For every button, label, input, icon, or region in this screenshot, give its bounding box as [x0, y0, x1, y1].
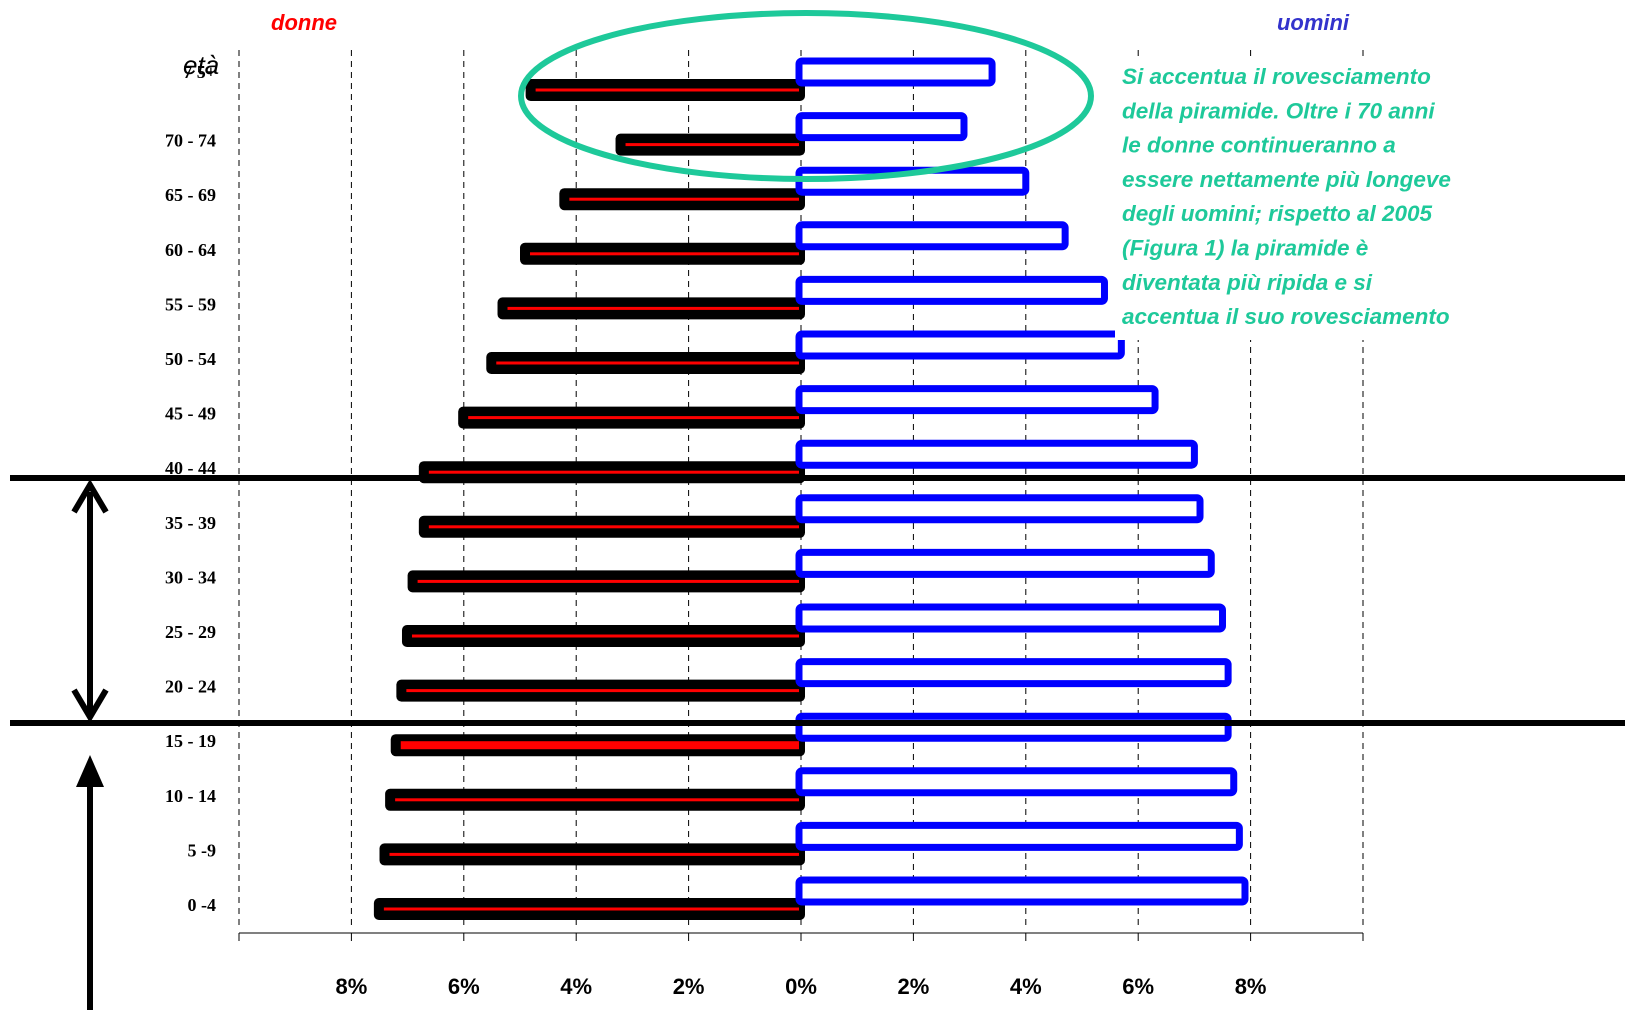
age-group-label: 10 - 14 — [165, 786, 216, 806]
age-group-label: 35 - 39 — [165, 513, 216, 533]
bar-donne-inner — [428, 525, 799, 529]
age-group-labels: 0 -4 5 -9 10 - 14 15 - 19 20 - 24 25 - 29 30 -… — [165, 62, 216, 915]
annotation-line: diventata più ripida e si — [1122, 270, 1373, 295]
bar-donne-inner — [417, 579, 799, 583]
bar-donne-inner — [428, 470, 799, 474]
bar-donne-inner — [468, 416, 799, 420]
bar-uomini-inner — [807, 398, 1148, 402]
annotation-line: (Figura 1) la piramide è — [1122, 236, 1368, 261]
bar-uomini-inner — [807, 616, 1215, 620]
bar-donne-inner — [395, 798, 799, 802]
annotation-background — [1115, 58, 1575, 340]
annotation-line: le donne continueranno a — [1122, 133, 1396, 158]
bar-uomini-inner — [807, 780, 1226, 784]
bar-uomini-inner — [807, 507, 1193, 511]
age-group-label: 65 - 69 — [165, 185, 216, 205]
annotation-line: degli uomini; rispetto al 2005 — [1122, 201, 1433, 226]
bars — [373, 57, 1249, 920]
x-axis — [238, 932, 1364, 941]
bar-uomini-inner — [807, 561, 1204, 565]
x-tick-label: 8% — [1235, 974, 1267, 999]
bar-uomini-inner — [807, 834, 1232, 838]
bar-uomini-inner — [807, 70, 985, 74]
right-series-label: uomini — [1277, 10, 1350, 35]
left-series-label: donne — [271, 10, 337, 35]
age-group-label: 30 - 34 — [165, 567, 216, 587]
x-tick-label: 8% — [336, 974, 368, 999]
bar-uomini-inner — [807, 452, 1187, 456]
age-group-label: 60 - 64 — [165, 240, 216, 260]
bar-donne-inner — [406, 689, 799, 693]
x-tick-label: 4% — [1010, 974, 1042, 999]
annotation-text: Si accentua il rovesciamento della pirami… — [1122, 64, 1451, 329]
up-arrow — [76, 755, 104, 1010]
age-group-label: 40 - 44 — [165, 458, 216, 478]
bar-uomini-inner — [807, 234, 1058, 238]
x-tick-label: 6% — [1122, 974, 1154, 999]
bar-donne-inner — [496, 361, 799, 365]
bar-uomini-inner — [807, 671, 1221, 675]
age-group-label: 50 - 54 — [165, 349, 216, 369]
bar-donne-inner — [411, 634, 799, 638]
x-tick-label: 4% — [560, 974, 592, 999]
x-tick-label: 2% — [673, 974, 705, 999]
age-axis-header: età — [183, 50, 219, 80]
age-group-label: 7 5+ — [183, 62, 216, 82]
age-group-label: 70 - 74 — [165, 131, 216, 151]
annotation-line: accentua il suo rovesciamento — [1122, 304, 1450, 329]
bar-donne-inner — [569, 197, 799, 201]
bar-uomini-inner — [807, 288, 1097, 292]
bar-uomini-inner — [807, 343, 1114, 347]
x-tick-label: 2% — [898, 974, 930, 999]
bar-uomini-inner — [807, 889, 1237, 893]
bar-uomini-inner — [807, 725, 1221, 729]
x-tick-label: 6% — [448, 974, 480, 999]
annotation-line: essere nettamente più longeve — [1122, 167, 1451, 192]
bar-donne-inner — [400, 741, 799, 750]
bar-donne-inner — [625, 143, 799, 147]
x-tick-label: 0% — [785, 974, 817, 999]
bar-donne-inner — [530, 252, 799, 256]
annotation-line: della piramide. Oltre i 70 anni — [1122, 98, 1435, 123]
bar-donne-inner — [535, 88, 799, 92]
bar-uomini-inner — [807, 125, 956, 129]
age-group-label: 5 -9 — [188, 840, 217, 860]
age-group-label: 25 - 29 — [165, 622, 216, 642]
x-tick-labels: 8% 6% 4% 2% 0% 2% 4% 6% 8% — [336, 974, 1267, 999]
highlight-ellipse — [518, 10, 1094, 182]
age-group-label: 55 - 59 — [165, 294, 216, 314]
bar-uomini-inner — [807, 179, 1018, 183]
age-group-label: 20 - 24 — [165, 677, 216, 697]
bar-donne-inner — [383, 907, 799, 911]
bar-donne-inner — [389, 852, 799, 856]
annotation-line: Si accentua il rovesciamento — [1122, 64, 1431, 89]
double-arrow — [71, 479, 109, 723]
age-group-label: 15 - 19 — [165, 731, 216, 751]
age-group-label: 45 - 49 — [165, 404, 216, 424]
bar-donne-inner — [507, 306, 799, 310]
age-group-label: 0 -4 — [188, 895, 217, 915]
